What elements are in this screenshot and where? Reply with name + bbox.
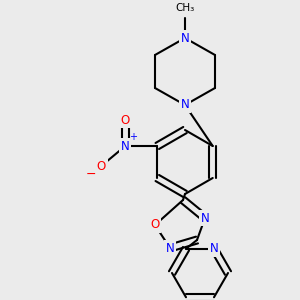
Text: N: N (201, 212, 209, 224)
Text: N: N (121, 140, 130, 152)
Text: O: O (150, 218, 160, 232)
Text: N: N (181, 32, 189, 44)
Text: O: O (97, 160, 106, 172)
Text: N: N (181, 98, 189, 112)
Text: O: O (121, 113, 130, 127)
Text: N: N (166, 242, 174, 254)
Text: −: − (86, 167, 97, 181)
Text: CH₃: CH₃ (176, 3, 195, 13)
Text: N: N (210, 242, 218, 255)
Text: +: + (129, 132, 137, 142)
